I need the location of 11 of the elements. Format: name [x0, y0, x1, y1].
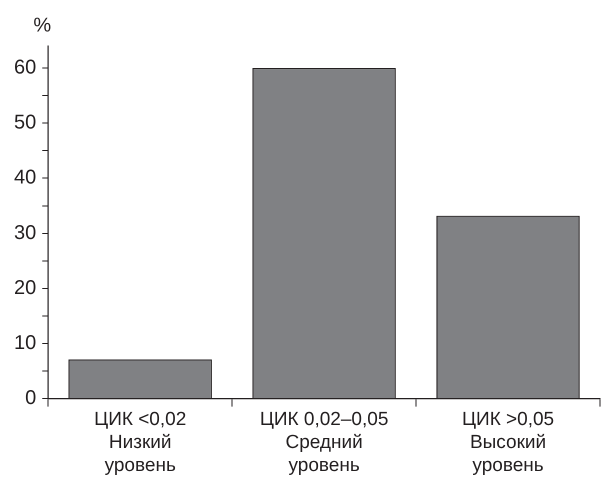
y-axis-title: % — [33, 14, 52, 37]
y-tick-label: 30 — [14, 222, 36, 244]
y-tick-label: 0 — [25, 387, 36, 410]
y-tick-label: 50 — [14, 112, 36, 134]
y-tick-label: 40 — [14, 166, 36, 189]
x-tick-label: ЦИК <0,02 Низкий уровень — [94, 409, 186, 476]
y-tick-label: 60 — [14, 56, 36, 79]
y-tick-label: 10 — [14, 332, 36, 354]
x-tick-label: ЦИК 0,02–0,05 Средний уровень — [260, 409, 388, 476]
x-tick-label: ЦИК >0,05 Высокий уровень — [462, 409, 554, 476]
y-tick-label: 20 — [14, 276, 36, 299]
